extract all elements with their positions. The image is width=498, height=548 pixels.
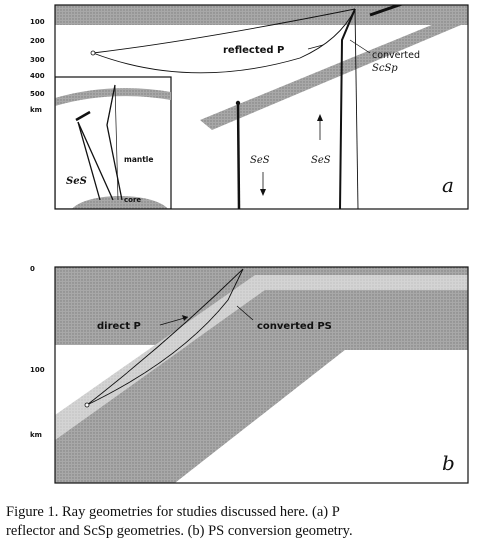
crust-layer-a [55,5,468,25]
converted-ps-label: converted PS [257,321,332,332]
inset-core [71,196,169,209]
depth-unit-a: km [30,106,42,114]
ses-ray-left [236,102,241,209]
depth-tick-200: 200 [30,37,45,45]
inset-core-label: core [124,196,141,204]
depth-unit-b: km [30,431,42,439]
reflected-p-ray [92,8,356,54]
reflected-p-ray-lower [92,8,356,74]
direct-p-label: direct P [97,321,141,332]
ses-right-label: SeS [311,155,331,166]
reflected-leader [307,44,324,50]
source-point-b [84,402,90,408]
depth-tick-300: 300 [30,56,45,64]
inset-panel: SeS mantle core [55,76,172,209]
depth-tick-500: 500 [30,90,45,98]
depth-tick-100-b: 100 [30,366,45,374]
dipping-slab-b [55,290,468,483]
inset-ses-label: SeS [66,176,87,187]
ses-ray-left-top [235,100,241,106]
converted-ps-ray [86,268,244,406]
figure-caption: Figure 1. Ray geometries for studies dis… [6,503,494,541]
depth-tick-0: 0 [30,265,35,273]
depth-tick-100: 100 [30,18,45,26]
inset-mantle-label: mantle [124,155,153,164]
direct-p-ray [86,268,244,406]
source-point-a [90,50,96,56]
light-band-b [55,275,468,440]
up-arrow [317,114,323,140]
down-arrow [260,172,266,196]
reflected-p-label: reflected P [223,45,284,56]
converted-label-line2: ScSp [372,63,398,74]
panel-a: SeS mantle core 100 200 300 400 500 km r… [30,4,469,210]
panel-b-frame [54,266,469,484]
ses-left-label: SeS [250,155,270,166]
inset-ray-2 [77,121,114,201]
white-wedge-b [175,350,468,483]
inset-slab [75,110,91,122]
panel-a-letter: a [442,173,454,197]
panel-b-letter: b [442,451,455,475]
inset-surface-band [55,88,171,106]
caption-line-2: reflector and ScSp geometries. (b) PS co… [6,523,353,539]
inset-ray-3 [77,121,101,201]
caption-line-1: Figure 1. Ray geometries for studies dis… [6,504,340,520]
converted-ps-leader [236,305,254,321]
depth-tick-400: 400 [30,72,45,80]
converted-scsp-ray-thin [354,8,359,209]
converted-label-line1: converted [372,50,420,61]
panel-b: 0 100 km direct P converted PS b [30,265,469,484]
converted-leader [349,39,371,54]
inset-ray-4 [106,84,119,201]
dipping-slab-band [200,10,468,130]
direct-arrowhead [182,315,188,321]
converted-scsp-ray [339,8,356,209]
surface-fault-line [369,5,403,17]
panel-a-frame [54,4,469,210]
